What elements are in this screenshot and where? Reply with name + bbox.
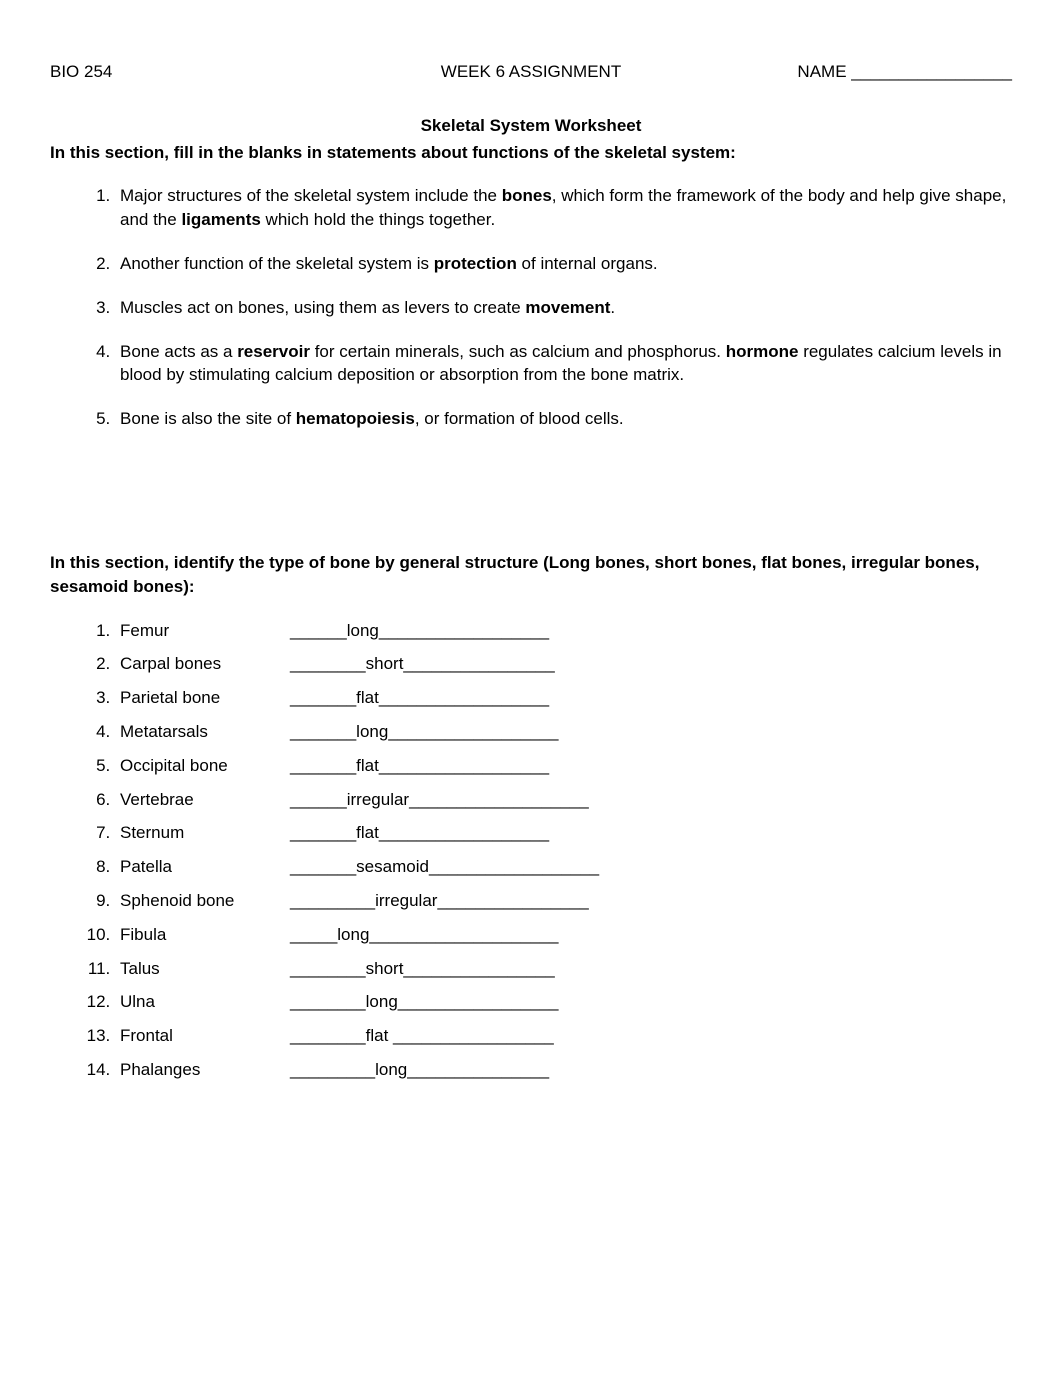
bone-row: Patella_______sesamoid__________________ bbox=[115, 855, 1012, 879]
name-label: NAME bbox=[797, 62, 846, 81]
bone-answer: _______long__________________ bbox=[290, 720, 559, 744]
bone-answer: ________short________________ bbox=[290, 957, 555, 981]
bone-answer: ______long__________________ bbox=[290, 619, 549, 643]
bone-row: Femur______long__________________ bbox=[115, 619, 1012, 643]
section2-intro: In this section, identify the type of bo… bbox=[50, 551, 1012, 599]
bone-answer: _____long____________________ bbox=[290, 923, 559, 947]
section1-intro: In this section, fill in the blanks in s… bbox=[50, 141, 1012, 165]
bone-row: Carpal bones________short_______________… bbox=[115, 652, 1012, 676]
assignment-label: WEEK 6 ASSIGNMENT bbox=[371, 60, 692, 84]
bone-row: Fibula_____long____________________ bbox=[115, 923, 1012, 947]
bone-name: Sphenoid bone bbox=[120, 889, 290, 913]
list-item: Major structures of the skeletal system … bbox=[115, 184, 1012, 232]
bone-answer: ______irregular___________________ bbox=[290, 788, 589, 812]
list-item: Bone acts as a reservoir for certain min… bbox=[115, 340, 1012, 388]
bone-row: Phalanges_________long_______________ bbox=[115, 1058, 1012, 1082]
bone-answer: _______flat__________________ bbox=[290, 754, 549, 778]
section1-list: Major structures of the skeletal system … bbox=[50, 184, 1012, 431]
bone-row: Occipital bone_______flat_______________… bbox=[115, 754, 1012, 778]
bone-name: Fibula bbox=[120, 923, 290, 947]
bone-row: Sternum_______flat__________________ bbox=[115, 821, 1012, 845]
bone-name: Femur bbox=[120, 619, 290, 643]
bone-row: Metatarsals_______long__________________ bbox=[115, 720, 1012, 744]
list-item: Bone is also the site of hematopoiesis, … bbox=[115, 407, 1012, 431]
name-field: NAME _________________ bbox=[691, 60, 1012, 84]
bone-answer: ________short________________ bbox=[290, 652, 555, 676]
bone-name: Talus bbox=[120, 957, 290, 981]
bone-answer: _______flat__________________ bbox=[290, 686, 549, 710]
bone-answer: _________long_______________ bbox=[290, 1058, 549, 1082]
bone-name: Occipital bone bbox=[120, 754, 290, 778]
bone-name: Carpal bones bbox=[120, 652, 290, 676]
bone-row: Talus________short________________ bbox=[115, 957, 1012, 981]
bone-name: Patella bbox=[120, 855, 290, 879]
bone-answer: _______sesamoid__________________ bbox=[290, 855, 599, 879]
bone-name: Ulna bbox=[120, 990, 290, 1014]
list-item: Muscles act on bones, using them as leve… bbox=[115, 296, 1012, 320]
course-code: BIO 254 bbox=[50, 60, 371, 84]
bone-name: Vertebrae bbox=[120, 788, 290, 812]
bone-name: Phalanges bbox=[120, 1058, 290, 1082]
bone-name: Frontal bbox=[120, 1024, 290, 1048]
bone-row: Sphenoid bone_________irregular_________… bbox=[115, 889, 1012, 913]
header-row: BIO 254 WEEK 6 ASSIGNMENT NAME _________… bbox=[50, 60, 1012, 84]
bone-answer: ________flat _________________ bbox=[290, 1024, 554, 1048]
bone-name: Sternum bbox=[120, 821, 290, 845]
bone-answer: _______flat__________________ bbox=[290, 821, 549, 845]
bone-row: Frontal________flat _________________ bbox=[115, 1024, 1012, 1048]
bone-row: Vertebrae______irregular________________… bbox=[115, 788, 1012, 812]
name-blank: _________________ bbox=[851, 62, 1012, 81]
bone-answer: ________long_________________ bbox=[290, 990, 559, 1014]
list-item: Another function of the skeletal system … bbox=[115, 252, 1012, 276]
bone-name: Metatarsals bbox=[120, 720, 290, 744]
bone-row: Ulna________long_________________ bbox=[115, 990, 1012, 1014]
section2-list: Femur______long__________________ Carpal… bbox=[50, 619, 1012, 1082]
bone-name: Parietal bone bbox=[120, 686, 290, 710]
bone-answer: _________irregular________________ bbox=[290, 889, 589, 913]
worksheet-title: Skeletal System Worksheet bbox=[50, 114, 1012, 138]
bone-row: Parietal bone_______flat________________… bbox=[115, 686, 1012, 710]
